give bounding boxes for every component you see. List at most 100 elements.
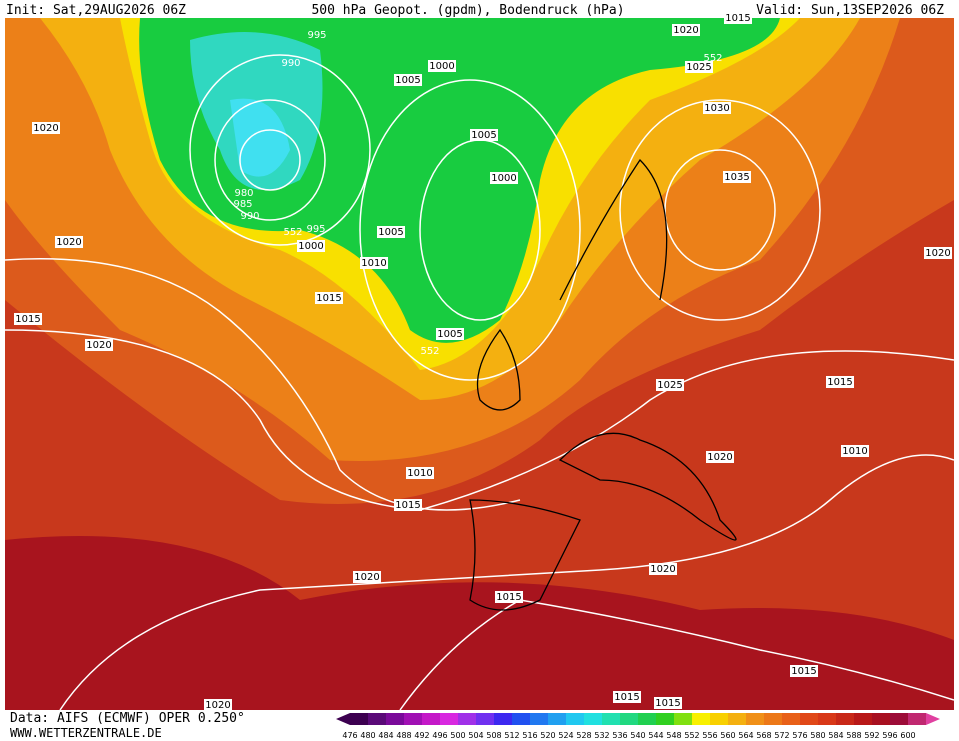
isobar-label: 1020 (205, 700, 230, 711)
colorbar-swatch (656, 713, 674, 725)
colorbar-label: 500 (450, 731, 465, 740)
isobar-label: 1015 (827, 377, 852, 388)
isobar-label: 1015 (496, 592, 521, 603)
colorbar-swatch (710, 713, 728, 725)
colorbar-label: 560 (720, 731, 735, 740)
colorbar-label: 504 (468, 731, 483, 740)
colorbar-label: 528 (576, 731, 591, 740)
colorbar-label: 496 (432, 731, 447, 740)
colorbar-swatch (818, 713, 836, 725)
colorbar-swatch (908, 713, 926, 725)
colorbar-arrow-right (926, 713, 940, 725)
isobar-label: 1015 (15, 314, 40, 325)
isobar-label-bg (297, 240, 325, 252)
isobar-label-bg (654, 697, 682, 709)
colorbar-swatch (494, 713, 512, 725)
isobar-label: 552 (420, 346, 439, 357)
colorbar-swatch (638, 713, 656, 725)
isobar-label: 552 (283, 227, 302, 238)
colorbar-swatch (368, 713, 386, 725)
colorbar-label: 544 (648, 731, 663, 740)
isobar-label: 1015 (655, 698, 680, 709)
isobar-label: 552 (703, 53, 722, 64)
colorbar-swatch (692, 713, 710, 725)
valid-time: Valid: Sun,13SEP2026 06Z (756, 3, 944, 18)
isobar-label: 1010 (361, 258, 386, 269)
colorbar-label: 572 (774, 731, 789, 740)
isobar-label-bg (204, 699, 232, 711)
colorbar-swatch (458, 713, 476, 725)
isobar-label-bg (672, 24, 700, 36)
isobar-label-bg (613, 691, 641, 703)
colorbar-swatch (404, 713, 422, 725)
colorbar-swatch (350, 713, 368, 725)
isobar-label-bg (706, 451, 734, 463)
colorbar-label: 488 (396, 731, 411, 740)
isobar-label-bg (85, 339, 113, 351)
colorbar-swatch (728, 713, 746, 725)
isobar-label: 1020 (56, 237, 81, 248)
isobar-label-bg (377, 226, 405, 238)
colorbar-label: 556 (702, 731, 717, 740)
colorbar-swatch (890, 713, 908, 725)
isobar-label: 1025 (657, 380, 682, 391)
isobar-label: 995 (306, 224, 325, 235)
isobar-label-bg (55, 236, 83, 248)
colorbar-label: 564 (738, 731, 753, 740)
isobar-label-bg (353, 571, 381, 583)
isobar-label: 1010 (407, 468, 432, 479)
colorbar-swatch (782, 713, 800, 725)
isobar-label: 1010 (842, 446, 867, 457)
colorbar-swatch (530, 713, 548, 725)
colorbar: 476 480 484 488 492 496 500 504 508 512 516 520 524 5… (336, 713, 940, 740)
colorbar-swatch (746, 713, 764, 725)
colorbar-swatch (764, 713, 782, 725)
data-source: Data: AIFS (ECMWF) OPER 0.250° (10, 711, 245, 726)
isobar-label-bg (656, 379, 684, 391)
isobar-label-bg (790, 665, 818, 677)
isobar-label-bg (360, 257, 388, 269)
colorbar-label: 476 (342, 731, 357, 740)
colorbar-label: 588 (846, 731, 861, 740)
isobar-label-bg (394, 74, 422, 86)
isobar-label: 1015 (395, 500, 420, 511)
isobar-label-bg (470, 129, 498, 141)
colorbar-swatch (548, 713, 566, 725)
colorbar-label: 600 (900, 731, 915, 740)
isobar-label-bg (315, 292, 343, 304)
website: WWW.WETTERZENTRALE.DE (10, 726, 162, 740)
colorbar-label: 492 (414, 731, 429, 740)
colorbar-label: 596 (882, 731, 897, 740)
map-title: 500 hPa Geopot. (gpdm), Bodendruck (hPa) (311, 3, 624, 18)
isobar-label: 1005 (378, 227, 403, 238)
isobar-label: 1005 (395, 75, 420, 86)
colorbar-label: 536 (612, 731, 627, 740)
isobar-label: 1020 (33, 123, 58, 134)
colorbar-swatch (476, 713, 494, 725)
isobar-label: 995 (307, 30, 326, 41)
colorbar-swatch (386, 713, 404, 725)
colorbar-swatch (854, 713, 872, 725)
isobar-label-bg (841, 445, 869, 457)
isobar-label-bg (826, 376, 854, 388)
colorbar-swatch (872, 713, 890, 725)
isobar-label-bg (436, 328, 464, 340)
isobar-label: 1035 (724, 172, 749, 183)
colorbar-label: 516 (522, 731, 537, 740)
isobar-label: 985 (233, 199, 252, 210)
isobar-label: 990 (281, 58, 300, 69)
colorbar-label: 524 (558, 731, 573, 740)
colorbar-label: 548 (666, 731, 681, 740)
colorbar-label: 532 (594, 731, 609, 740)
colorbar-swatch (620, 713, 638, 725)
isobar-label: 1000 (491, 173, 516, 184)
isobar-label-bg (495, 591, 523, 603)
isobar-label: 1015 (725, 13, 750, 24)
isobar-label-bg (490, 172, 518, 184)
isobar-label: 1000 (429, 61, 454, 72)
isobar-label-bg (924, 247, 952, 259)
colorbar-swatch (422, 713, 440, 725)
colorbar-label: 576 (792, 731, 807, 740)
isobar-label: 1020 (673, 25, 698, 36)
